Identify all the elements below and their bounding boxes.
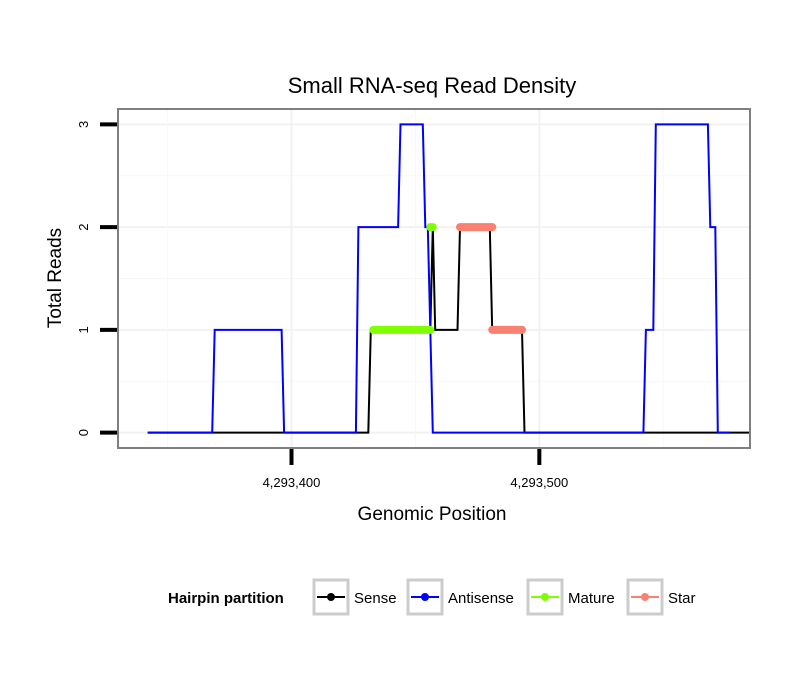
x-axis-title: Genomic Position <box>358 504 507 525</box>
x-tick-label: 4,293,500 <box>510 475 568 490</box>
x-axis: 4,293,400 4,293,500 <box>263 449 568 490</box>
legend-key-dot-antisense <box>421 593 429 601</box>
series-layer <box>147 123 750 434</box>
legend-label-mature: Mature <box>568 590 615 607</box>
x-tick-label: 4,293,400 <box>263 475 321 490</box>
legend-key-dot-mature <box>541 593 549 601</box>
legend-title: Hairpin partition <box>168 590 284 607</box>
y-tick-label: 1 <box>76 326 91 333</box>
y-tick-label: 2 <box>76 224 91 231</box>
y-tick-label: 0 <box>76 429 91 436</box>
legend-key-dot-sense <box>327 593 335 601</box>
plot-border <box>117 108 751 449</box>
y-axis-title: Total Reads <box>45 228 66 328</box>
legend-label-star: Star <box>668 590 696 607</box>
chart-title: Small RNA-seq Read Density <box>288 73 577 98</box>
y-tick-label: 3 <box>76 121 91 128</box>
y-axis: 0 1 2 3 <box>76 121 117 436</box>
legend-label-sense: Sense <box>354 590 397 607</box>
legend: Hairpin partition Sense Antisense Mature St… <box>168 578 696 616</box>
legend-key-dot-star <box>641 593 649 601</box>
legend-label-antisense: Antisense <box>448 590 514 607</box>
